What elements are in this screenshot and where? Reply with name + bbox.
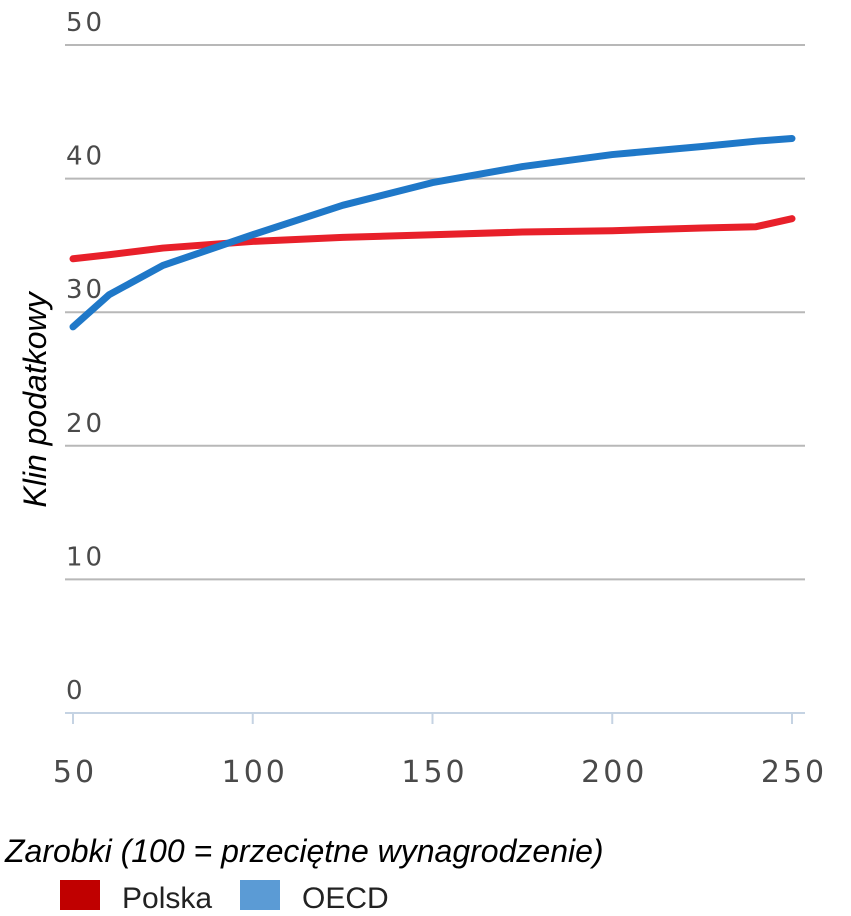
x-tick-label: 150 xyxy=(401,755,467,790)
y-tick-label: 20 xyxy=(66,409,105,439)
y-tick-label: 0 xyxy=(66,676,86,706)
line xyxy=(69,135,796,331)
y-tick-label: 50 xyxy=(66,8,105,38)
legend-label: Polska xyxy=(122,882,212,915)
legend-label: OECD xyxy=(302,882,389,915)
x-tick-label: 50 xyxy=(53,755,97,790)
x-tick-label: 250 xyxy=(761,755,827,790)
y-axis-label: Klin podatkowy xyxy=(17,290,53,507)
y-tick-label: 30 xyxy=(66,275,105,305)
x-tick-label: 200 xyxy=(581,755,647,790)
x-axis-label: Zarobki (100 = przeciętne wynagrodzenie) xyxy=(4,833,604,869)
legend-swatch xyxy=(240,880,280,910)
y-tick-label: 40 xyxy=(66,142,105,172)
line xyxy=(69,215,796,263)
y-tick-label: 10 xyxy=(66,542,105,572)
legend-swatch xyxy=(60,880,100,910)
x-tick-label: 100 xyxy=(222,755,288,790)
